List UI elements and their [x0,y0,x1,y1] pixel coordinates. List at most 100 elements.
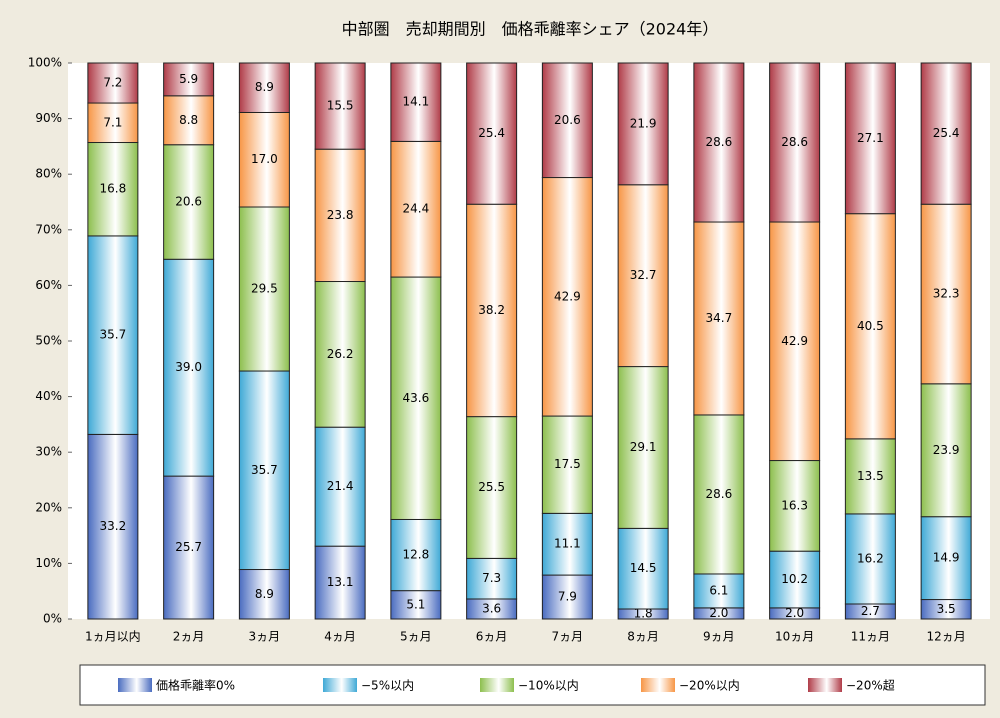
data-label: 39.0 [175,360,202,374]
data-label: 25.4 [933,126,960,140]
bar-segment [314,281,366,428]
data-label: 5.9 [179,72,198,86]
bar-segment [920,516,972,601]
bar-segment [844,438,896,515]
x-tick-label: 6ヵ月 [476,630,508,644]
data-label: 15.5 [327,99,354,113]
bar-segment [541,512,593,576]
data-label: 8.9 [255,587,274,601]
data-label: 26.2 [327,347,354,361]
x-tick-label: 4ヵ月 [324,630,356,644]
data-label: 14.9 [933,551,960,565]
y-tick-label: 20% [35,500,62,514]
data-label: 3.6 [482,601,501,615]
bar-segment [693,414,745,575]
data-label: 20.6 [175,195,202,209]
data-label: 16.3 [781,498,808,512]
data-label: 23.8 [327,208,354,222]
bar-segment [238,62,290,113]
legend-label: −10%以内 [518,679,579,693]
data-label: 34.7 [706,311,733,325]
bar-segment [238,370,290,571]
data-label: 43.6 [403,391,430,405]
data-label: 2.0 [785,606,804,620]
data-label: 3.5 [937,602,956,616]
bar-segment [466,62,518,205]
bar-segment [87,62,139,104]
x-tick-label: 10ヵ月 [775,630,814,644]
bar-segment [390,62,442,142]
data-label: 42.9 [554,289,581,303]
bar-segment [238,569,290,620]
bar-segment [314,545,366,620]
legend-label: −5%以内 [361,679,414,693]
bar-segment [769,62,821,223]
y-tick-label: 90% [35,111,62,125]
data-label: 42.9 [781,334,808,348]
y-tick-label: 10% [35,556,62,570]
data-label: 24.4 [403,202,430,216]
legend-swatch [323,678,357,692]
bar-segment [617,527,669,610]
y-tick-label: 80% [35,167,62,181]
data-label: 1.8 [634,606,653,620]
bar-segment [314,148,366,283]
legend-label: −20%以内 [679,679,740,693]
bar-segment [541,62,593,179]
data-label: 20.6 [554,113,581,127]
data-label: 35.7 [251,463,278,477]
data-label: 23.9 [933,443,960,457]
data-label: 28.6 [706,487,733,501]
data-label: 14.5 [630,561,657,575]
bar-segment [920,62,972,205]
data-label: 2.0 [709,606,728,620]
data-label: 38.2 [478,303,505,317]
data-label: 7.2 [103,76,122,90]
x-tick-label: 3ヵ月 [249,630,281,644]
x-tick-label: 9ヵ月 [703,630,735,644]
bar-segment [314,426,366,547]
data-label: 5.1 [406,597,425,611]
data-label: 11.1 [554,537,581,551]
bar-segment [920,203,972,385]
y-tick-label: 70% [35,222,62,236]
x-tick-label: 11ヵ月 [851,630,890,644]
bar-segment [541,415,593,514]
y-tick-label: 60% [35,278,62,292]
bar-segment [844,62,896,215]
data-label: 13.1 [327,575,354,589]
y-tick-label: 100% [28,56,62,70]
bar-segment [769,460,821,552]
data-label: 27.1 [857,131,884,145]
bar-segment [87,102,139,144]
x-tick-label: 2ヵ月 [173,630,205,644]
bar-segment [163,258,215,477]
chart-title: 中部圏 売却期間別 価格乖離率シェア（2024年） [342,20,719,39]
bar-segment [163,62,215,97]
data-label: 7.3 [482,571,501,585]
data-label: 17.5 [554,457,581,471]
data-label: 32.3 [933,287,960,301]
x-tick-label: 8ヵ月 [627,630,659,644]
y-tick-label: 40% [35,389,62,403]
legend-label: −20%超 [846,678,895,693]
data-label: 6.1 [709,583,728,597]
bar-segment [769,550,821,609]
bar-segment [163,144,215,260]
data-label: 29.1 [630,440,657,454]
bar-segment [466,557,518,600]
legend-label: 価格乖離率0% [156,678,235,693]
bar-segment [163,95,215,146]
bar-segment [390,518,442,592]
y-tick-label: 50% [35,334,62,348]
bar-segment [314,62,366,150]
data-label: 16.2 [857,551,884,565]
data-label: 7.1 [103,115,122,129]
bar-segment [920,383,972,518]
data-label: 21.9 [630,116,657,130]
x-tick-label: 5ヵ月 [400,630,432,644]
legend-swatch [118,678,152,692]
data-label: 25.5 [478,480,505,494]
data-label: 28.6 [706,135,733,149]
bar-segment [163,475,215,620]
